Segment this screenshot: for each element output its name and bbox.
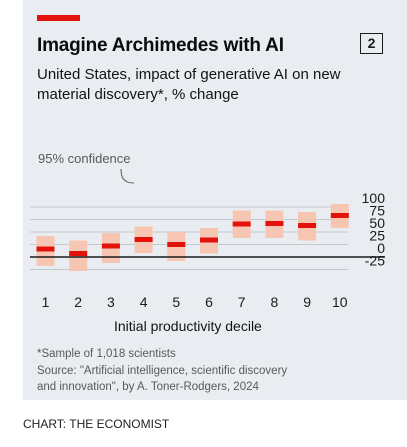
x-tick-label: 3 (107, 294, 115, 310)
chart-subtitle: United States, impact of generative AI o… (37, 66, 341, 103)
x-tick-label: 5 (172, 294, 180, 310)
point-estimate-marker (200, 237, 218, 243)
point-estimates (36, 213, 349, 256)
point-estimate-marker (330, 213, 349, 218)
brand-accent-bar (37, 15, 80, 21)
point-estimate-marker (134, 237, 153, 242)
x-tick-label: 2 (74, 294, 82, 310)
x-tick-label: 7 (238, 294, 246, 310)
x-tick-label: 8 (271, 294, 279, 310)
point-estimate-marker (36, 246, 55, 252)
y-tick-label: 50 (369, 215, 385, 231)
point-estimate-marker (101, 243, 120, 249)
x-tick-label: 10 (332, 294, 348, 310)
footnote-line: *Sample of 1,018 scientists (37, 348, 176, 360)
annotation-layer: 95% confidence (38, 151, 135, 184)
confidence-annotation-label: 95% confidence (38, 151, 131, 166)
x-tick-label: 1 (42, 294, 50, 310)
chart-credit: CHART: THE ECONOMIST (23, 417, 170, 431)
point-estimate-marker (298, 223, 317, 228)
y-tick-label: -25 (365, 253, 385, 269)
chart-title: Imagine Archimedes with AI (37, 35, 284, 56)
chart-panel (23, 0, 407, 400)
x-tick-label: 6 (205, 294, 213, 310)
y-tick-label: 0 (377, 240, 385, 256)
y-tick-label: 75 (369, 203, 385, 219)
point-estimate-marker (232, 221, 251, 227)
x-tick-label: 4 (140, 294, 148, 310)
point-estimate-marker (69, 251, 88, 256)
y-tick-label: 25 (369, 228, 385, 244)
x-tick-labels: 1 2 3 4 5 6 7 8 9 10 (42, 294, 348, 310)
footnote: *Sample of 1,018 scientists Source: "Art… (37, 346, 377, 396)
chart-number-badge: 2 (360, 33, 383, 54)
footnote-line: and innovation", by A. Toner-Rodgers, 20… (37, 381, 259, 393)
footnote-line: Source: "Artificial intelligence, scient… (37, 364, 288, 377)
confidence-ranges (36, 204, 349, 271)
y-tick-label: 100 (362, 190, 386, 206)
point-estimate-marker (167, 242, 186, 247)
point-estimate-marker (265, 221, 284, 226)
x-tick-label: 9 (303, 294, 311, 310)
annotation-leader-line (120, 168, 135, 184)
x-axis-title: Initial productivity decile (114, 318, 262, 334)
